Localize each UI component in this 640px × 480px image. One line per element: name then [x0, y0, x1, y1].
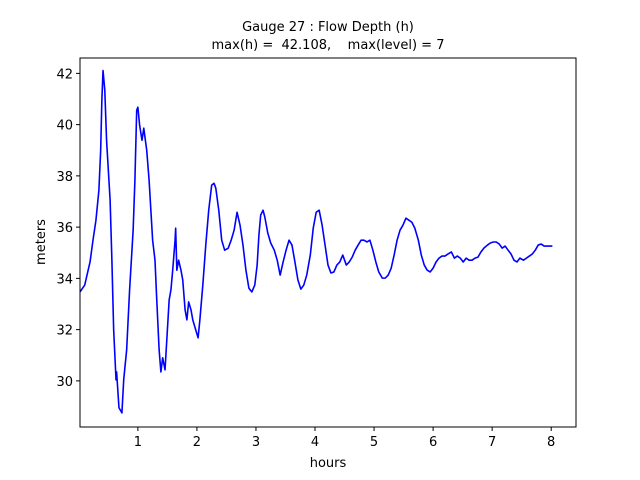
y-tick-label: 42	[56, 67, 73, 82]
y-tick-label: 32	[56, 324, 73, 339]
y-axis-label: meters	[34, 219, 49, 265]
chart-subtitle: max(h) = 42.108, max(level) = 7	[212, 38, 445, 53]
y-tick-label: 34	[56, 272, 73, 287]
x-tick-label: 7	[488, 435, 496, 450]
x-tick-label: 1	[134, 435, 142, 450]
x-tick-label: 3	[252, 435, 260, 450]
data-line	[79, 69, 553, 414]
y-tick-label: 36	[56, 221, 73, 236]
x-tick-label: 5	[370, 435, 378, 450]
y-tick-label: 38	[56, 170, 73, 185]
x-tick-label: 2	[193, 435, 201, 450]
plot-frame	[79, 57, 577, 428]
x-tick-label: 4	[311, 435, 319, 450]
chart-title: Gauge 27 : Flow Depth (h)	[242, 20, 414, 35]
x-axis-label: hours	[310, 456, 347, 471]
y-tick-label: 40	[56, 119, 73, 134]
x-tick-label: 6	[429, 435, 437, 450]
y-tick-label: 30	[56, 375, 73, 390]
x-tick-label: 8	[547, 435, 555, 450]
